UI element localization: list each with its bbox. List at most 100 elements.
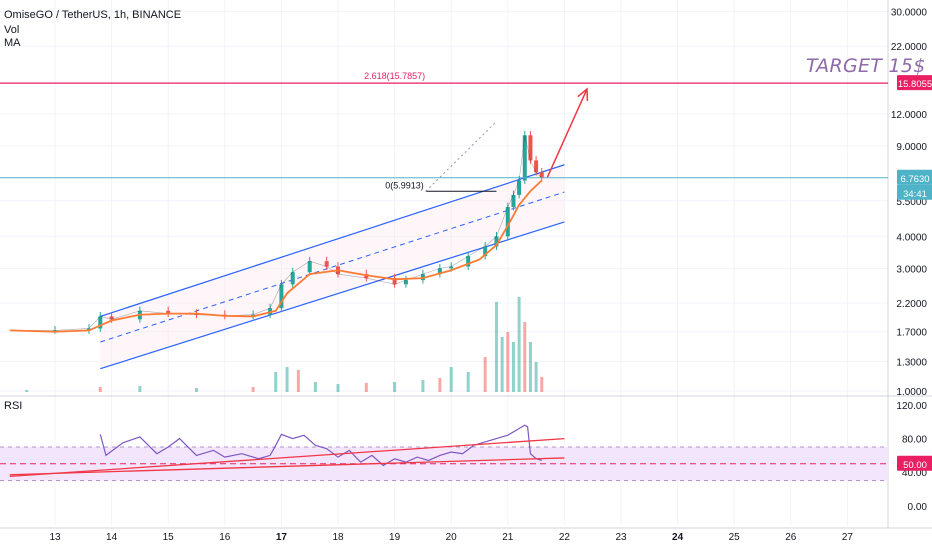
volume-bar <box>25 390 29 392</box>
volume-bar <box>296 370 300 392</box>
price-tick-label: 1.7000 <box>896 328 927 339</box>
price-tick-label: 1.3000 <box>896 358 927 369</box>
time-tick-label: 17 <box>276 532 288 543</box>
volume-bar <box>511 342 515 392</box>
time-tick-label: 14 <box>106 532 118 543</box>
axes-layer: 30.0000 22.0000 12.0000 9.0000 5.5000 4.0000 3… <box>49 8 932 543</box>
price-tick-label: 5.5000 <box>896 197 927 208</box>
candle-body <box>420 274 425 281</box>
ma-legend: MA <box>4 37 21 49</box>
candle-body <box>324 261 329 267</box>
price-tick-label: 4.0000 <box>896 232 927 243</box>
fib-target-label: 2.618(15.7857) <box>364 71 425 81</box>
volume-bar <box>336 384 340 392</box>
price-close-line <box>9 135 542 331</box>
fib-base-label: 0(5.9913) <box>385 180 424 190</box>
candle-body <box>494 236 499 247</box>
projection-arrow-head <box>577 87 589 101</box>
volume-bar <box>138 386 142 392</box>
rsi-value-badge: 50.00 <box>903 460 927 471</box>
time-tick-label: 26 <box>785 532 797 543</box>
channel-upper-line <box>100 164 565 317</box>
volume-legend: Vol <box>4 24 20 36</box>
volume-bar <box>483 357 487 392</box>
volume-bar <box>534 362 538 392</box>
rsi-layer <box>0 424 888 482</box>
rsi-tick-label: 120.00 <box>896 401 927 412</box>
time-tick-label: 23 <box>615 532 627 543</box>
countdown-badge: 34:41 <box>903 189 927 200</box>
volume-bar <box>393 382 397 392</box>
annotation-layer: 2.618(15.7857) 0(5.9913) <box>0 71 888 192</box>
volume-bar <box>421 380 425 392</box>
candle-body <box>279 284 284 309</box>
dotted-trend-line <box>425 121 497 192</box>
current-price-badge: 6.7630 <box>900 174 929 185</box>
volume-bar <box>528 342 532 392</box>
price-tick-label: 12.0000 <box>891 110 928 121</box>
rsi-trendline <box>9 437 565 478</box>
candle-body <box>166 310 171 314</box>
candle-body <box>517 180 522 195</box>
candle-body <box>98 316 103 329</box>
target-price-badge-bg <box>897 75 932 91</box>
price-tick-label: 2.2000 <box>896 299 927 310</box>
price-tick-label: 1.0000 <box>896 387 927 398</box>
candle-body <box>528 135 533 161</box>
current-price-badge-bg <box>897 169 932 185</box>
rsi-line <box>99 424 542 467</box>
rsi-trendline <box>9 457 565 476</box>
candle-body <box>449 266 454 269</box>
rsi-tick-label: 40.00 <box>902 468 927 479</box>
volume-bar <box>500 337 504 392</box>
price-tick-label: 30.0000 <box>891 8 928 19</box>
candle-body <box>534 160 539 173</box>
candle-body <box>392 278 397 285</box>
countdown-badge-bg <box>897 184 932 200</box>
time-tick-label: 25 <box>729 532 741 543</box>
projection-arrow-line <box>546 88 588 178</box>
time-tick-label: 15 <box>163 532 175 543</box>
candle-body <box>505 207 510 237</box>
candle-body <box>403 280 408 285</box>
rsi-legend: RSI <box>4 400 23 412</box>
time-tick-label: 18 <box>332 532 344 543</box>
candle-body <box>307 261 312 273</box>
volume-layer <box>25 297 544 392</box>
volume-bar <box>517 297 521 392</box>
time-tick-label: 20 <box>446 532 458 543</box>
grid-layer <box>0 0 932 529</box>
volume-bar <box>313 382 317 392</box>
candle-body <box>109 316 114 320</box>
volume-bar <box>494 302 498 392</box>
candle-body <box>466 256 471 267</box>
price-tick-label: 9.0000 <box>896 142 927 153</box>
volume-bar <box>364 383 368 392</box>
candle-body <box>511 194 516 208</box>
candle-body <box>522 135 527 181</box>
volume-bar <box>251 387 255 392</box>
candle-body <box>437 268 442 275</box>
candle-body <box>290 272 295 285</box>
time-tick-label: 19 <box>389 532 401 543</box>
chart-title: OmiseGO / TetherUS, 1h, BINANCE <box>4 9 182 21</box>
ma-layer <box>9 179 543 333</box>
channel-lower-line <box>100 221 565 370</box>
volume-bar <box>195 388 198 392</box>
volume-bar <box>98 387 102 392</box>
channel-middle-line <box>100 191 565 343</box>
target-annotation: TARGET 15$ <box>806 55 926 77</box>
time-tick-label: 16 <box>219 532 231 543</box>
volume-bar <box>540 377 544 392</box>
candle-body <box>251 314 256 316</box>
volume-bar <box>523 322 527 392</box>
ma-line <box>9 179 543 333</box>
target-price-badge: 15.8055 <box>898 79 932 90</box>
time-tick-label: 22 <box>559 532 571 543</box>
volume-bar <box>449 367 453 392</box>
time-tick-label: 24 <box>672 532 684 543</box>
channel-layer <box>100 164 565 370</box>
volume-bar <box>506 332 510 392</box>
